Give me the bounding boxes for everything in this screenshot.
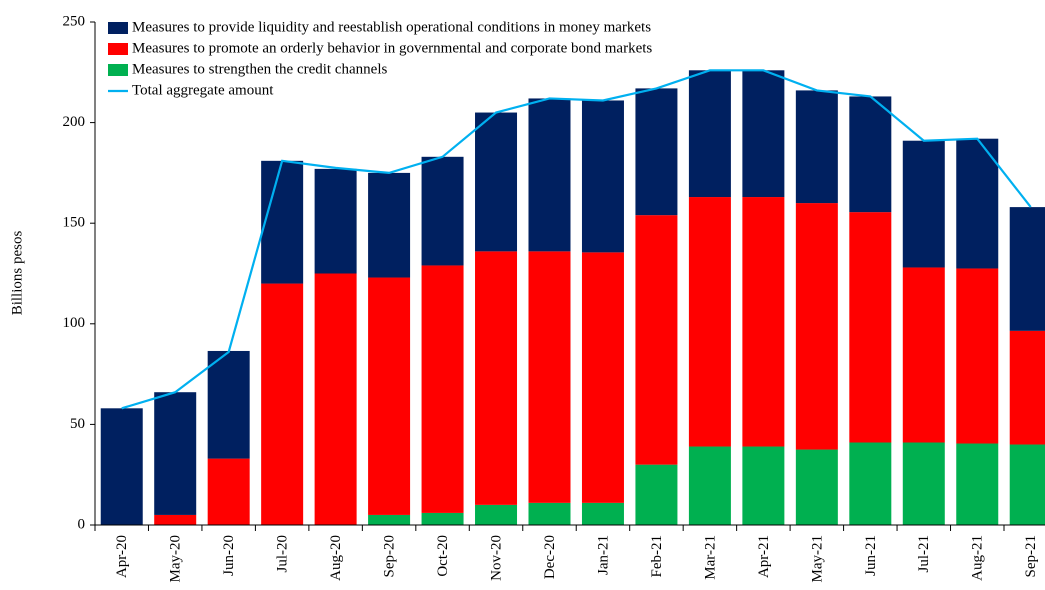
y-tick-label: 200 [63,114,86,130]
bar-segment [1009,207,1045,331]
bar-segment [688,446,731,525]
bar-segment [742,70,785,198]
bar-segment [849,96,892,213]
legend-label: Measures to promote an orderly behavior … [132,40,652,56]
bar-segment [368,514,411,525]
x-tick-label: Jan-21 [595,535,611,575]
legend-swatch [108,22,128,34]
bar-segment [795,203,838,450]
legend-label: Total aggregate amount [132,82,274,98]
x-tick-label: Apr-21 [756,535,772,578]
bar-segment [581,502,624,525]
bar-segment [1009,444,1045,525]
legend-label: Measures to strengthen the credit channe… [132,61,387,77]
x-tick-label: Jun-21 [863,535,879,576]
bar-segment [956,138,999,269]
bar-segment [475,251,518,505]
x-tick-label: May-20 [168,535,184,583]
bar-segment [635,215,678,465]
bar-segment [207,350,250,459]
x-tick-label: Jul-20 [275,535,291,573]
x-tick-label: Aug-20 [328,535,344,581]
bar-segment [261,160,304,284]
bar-segment [475,504,518,525]
bar-segment [635,88,678,216]
bar-segment [742,197,785,447]
y-tick-label: 100 [63,315,86,331]
legend-swatch [108,64,128,76]
y-tick-label: 250 [63,13,86,29]
legend-swatch [108,43,128,55]
bar-segment [421,265,464,513]
bar-segment [849,442,892,525]
total-line [121,69,1032,410]
bar-segment [207,458,250,525]
bar-segment [368,277,411,515]
x-tick-label: Mar-21 [702,535,718,580]
bar-segment [688,70,731,198]
bar-segment [849,212,892,443]
bar-segment [956,268,999,444]
bar-segment [902,140,945,268]
y-tick-label: 50 [70,416,85,432]
bar-segment [314,273,357,525]
bar-segment [635,464,678,525]
x-tick-label: Feb-21 [649,535,665,578]
bar-segment [261,283,304,525]
bar-segment [154,514,197,525]
y-tick-label: 0 [78,516,86,532]
y-tick-label: 150 [63,215,86,231]
x-tick-label: Nov-20 [488,535,504,581]
bar-segment [956,443,999,525]
x-tick-label: Sep-20 [382,535,398,578]
bar-segment [581,100,624,253]
x-tick-label: Dec-20 [542,535,558,579]
bar-segment [314,168,357,274]
bar-segment [368,172,411,278]
x-tick-label: Jun-20 [221,535,237,576]
x-tick-label: Aug-21 [970,535,986,581]
x-tick-label: Sep-21 [1023,535,1039,578]
bar-segment [795,90,838,204]
bar-segment [688,197,731,447]
bar-segment [475,112,518,252]
bar-segment [421,512,464,525]
legend-label: Measures to provide liquidity and reesta… [132,19,651,35]
bar-segment [902,442,945,525]
bar-segment [154,392,197,515]
bar-segment [100,408,143,525]
bar-segment [902,267,945,443]
x-tick-label: Jul-21 [916,535,932,573]
bar-segment [528,251,571,503]
bar-segment [528,502,571,525]
x-tick-label: Oct-20 [435,535,451,577]
bar-segment [421,156,464,266]
x-tick-label: May-21 [809,535,825,583]
bar-segment [581,252,624,503]
bar-segment [795,449,838,525]
x-tick-label: Apr-20 [114,535,130,578]
y-axis-label: Billions pesos [9,231,25,316]
bar-segment [742,446,785,525]
bar-segment [1009,330,1045,445]
bar-segment [528,98,571,252]
